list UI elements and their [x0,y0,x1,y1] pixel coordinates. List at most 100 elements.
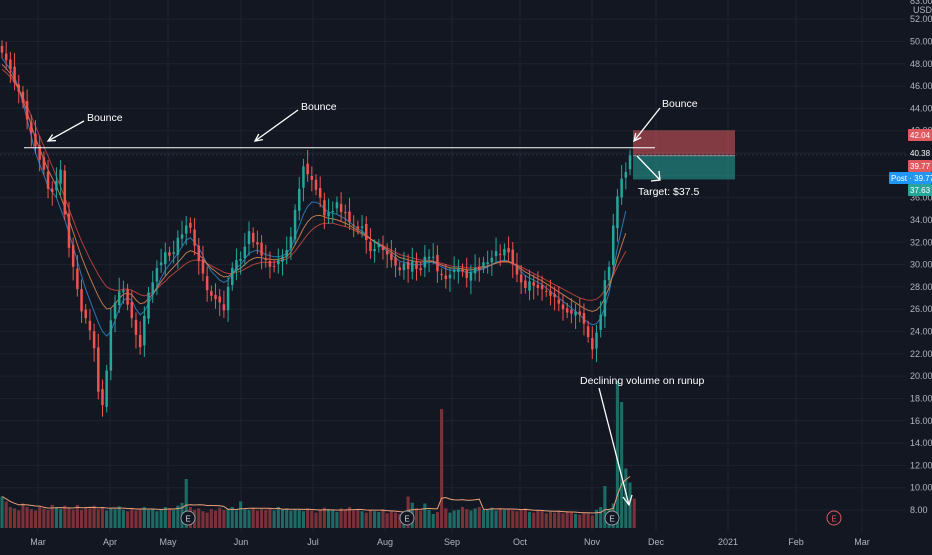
candle [138,321,142,355]
candle [398,261,401,276]
candle-body [97,347,100,392]
candle-body [595,332,598,349]
candle [46,159,50,199]
candle [595,325,598,363]
candle-body [92,331,96,349]
y-tick-label: 52.00 [910,14,932,24]
volume-bar [222,509,226,528]
candle [498,244,502,267]
candle [117,277,121,313]
volume-arrow-head [622,494,633,507]
candle [335,196,339,214]
candle-body [616,196,619,229]
candle-body [109,320,113,371]
earnings-circle [399,510,415,526]
candle-body [591,337,594,350]
x-tick-label: Apr [103,537,117,547]
volume-bar [561,513,565,528]
candles [0,40,632,417]
risk-reward-zones [0,130,932,180]
volume-bar [184,479,188,528]
candle-body [189,222,192,228]
y-tick-label: 44.00 [910,103,932,113]
candle-body [377,244,381,248]
candle [42,151,46,176]
earnings-circle [604,510,620,526]
candle [532,274,535,300]
volume-bar [603,486,607,528]
volume-bar [297,509,301,528]
candle [427,249,431,273]
candle [92,323,96,362]
volume-bar [88,508,92,528]
volume-bar [569,512,573,528]
candle [164,242,167,276]
volume-bar [322,507,326,528]
volume-bar [306,508,310,528]
target-label: Target: $37.5 [638,186,699,198]
y-tick-label: 10.00 [910,483,932,493]
candle-body [176,237,180,255]
candle-body [532,282,535,286]
x-tick-label: Oct [513,537,528,547]
price-markers: 42.04 40.38 39.77 Post · 39.77 37.63 [889,129,932,196]
volume-bar [377,511,381,528]
candle [620,165,623,205]
volume-bar [172,509,176,528]
candle-body [406,261,410,270]
candle [419,262,422,276]
candle [461,263,464,277]
y-tick-label: 36.00 [910,193,932,203]
candle-body [134,319,138,335]
candle [364,216,368,254]
candle [473,254,477,281]
volume-bar [205,512,209,528]
candle-body [210,291,213,296]
candle [431,243,435,265]
candle [570,298,573,324]
volume-bar [134,510,138,528]
volume-bar [347,507,352,528]
volume-bar [628,482,632,528]
volume-bar [79,509,84,528]
volume-bar [213,510,218,528]
volume-bar [335,511,339,528]
candle-body [0,45,4,53]
bounce-arrow-head [633,133,642,143]
volume-bar [71,509,75,528]
candle [369,228,372,259]
volume-bar [314,512,318,528]
candle-body [314,179,318,190]
volume-bar [276,507,280,528]
volume-bar [285,508,289,528]
price-marker-label: 39.77 [910,162,931,171]
volume-bar [352,510,356,528]
bounce-arrow [633,107,661,142]
volume-bar [63,505,67,528]
volume-bar [356,509,360,528]
candle-body [42,157,46,170]
candle [126,283,129,311]
volume-bar [100,507,105,528]
candle-body [122,290,125,293]
candle [21,86,25,109]
candle [63,165,67,220]
ma-fast-line [1,57,627,337]
y-tick-label: 30.00 [910,260,932,270]
y-tick-label: 8.00 [910,505,928,515]
candle [193,217,196,256]
time-axis[interactable]: Mar Apr May Jun Jul Aug Sep Oct Nov Dec 2021 Feb Mar [30,537,870,547]
volume-bar [364,512,368,528]
volume-bar [272,510,276,528]
volume-bar [8,507,12,528]
candle-body [218,296,221,303]
candle [168,246,171,262]
candle [545,285,548,297]
candle [415,252,418,281]
candle-body [76,268,79,290]
candle [536,271,540,296]
candle-body [394,257,397,266]
volume-bar [381,509,385,528]
